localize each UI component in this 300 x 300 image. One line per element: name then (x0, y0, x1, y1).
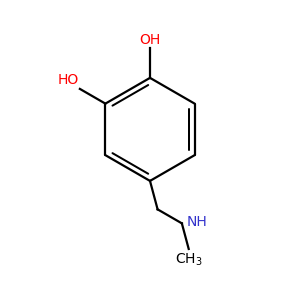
Text: NH: NH (186, 215, 207, 229)
Text: CH$_3$: CH$_3$ (175, 252, 202, 268)
Text: HO: HO (57, 74, 78, 87)
Text: OH: OH (140, 33, 160, 47)
